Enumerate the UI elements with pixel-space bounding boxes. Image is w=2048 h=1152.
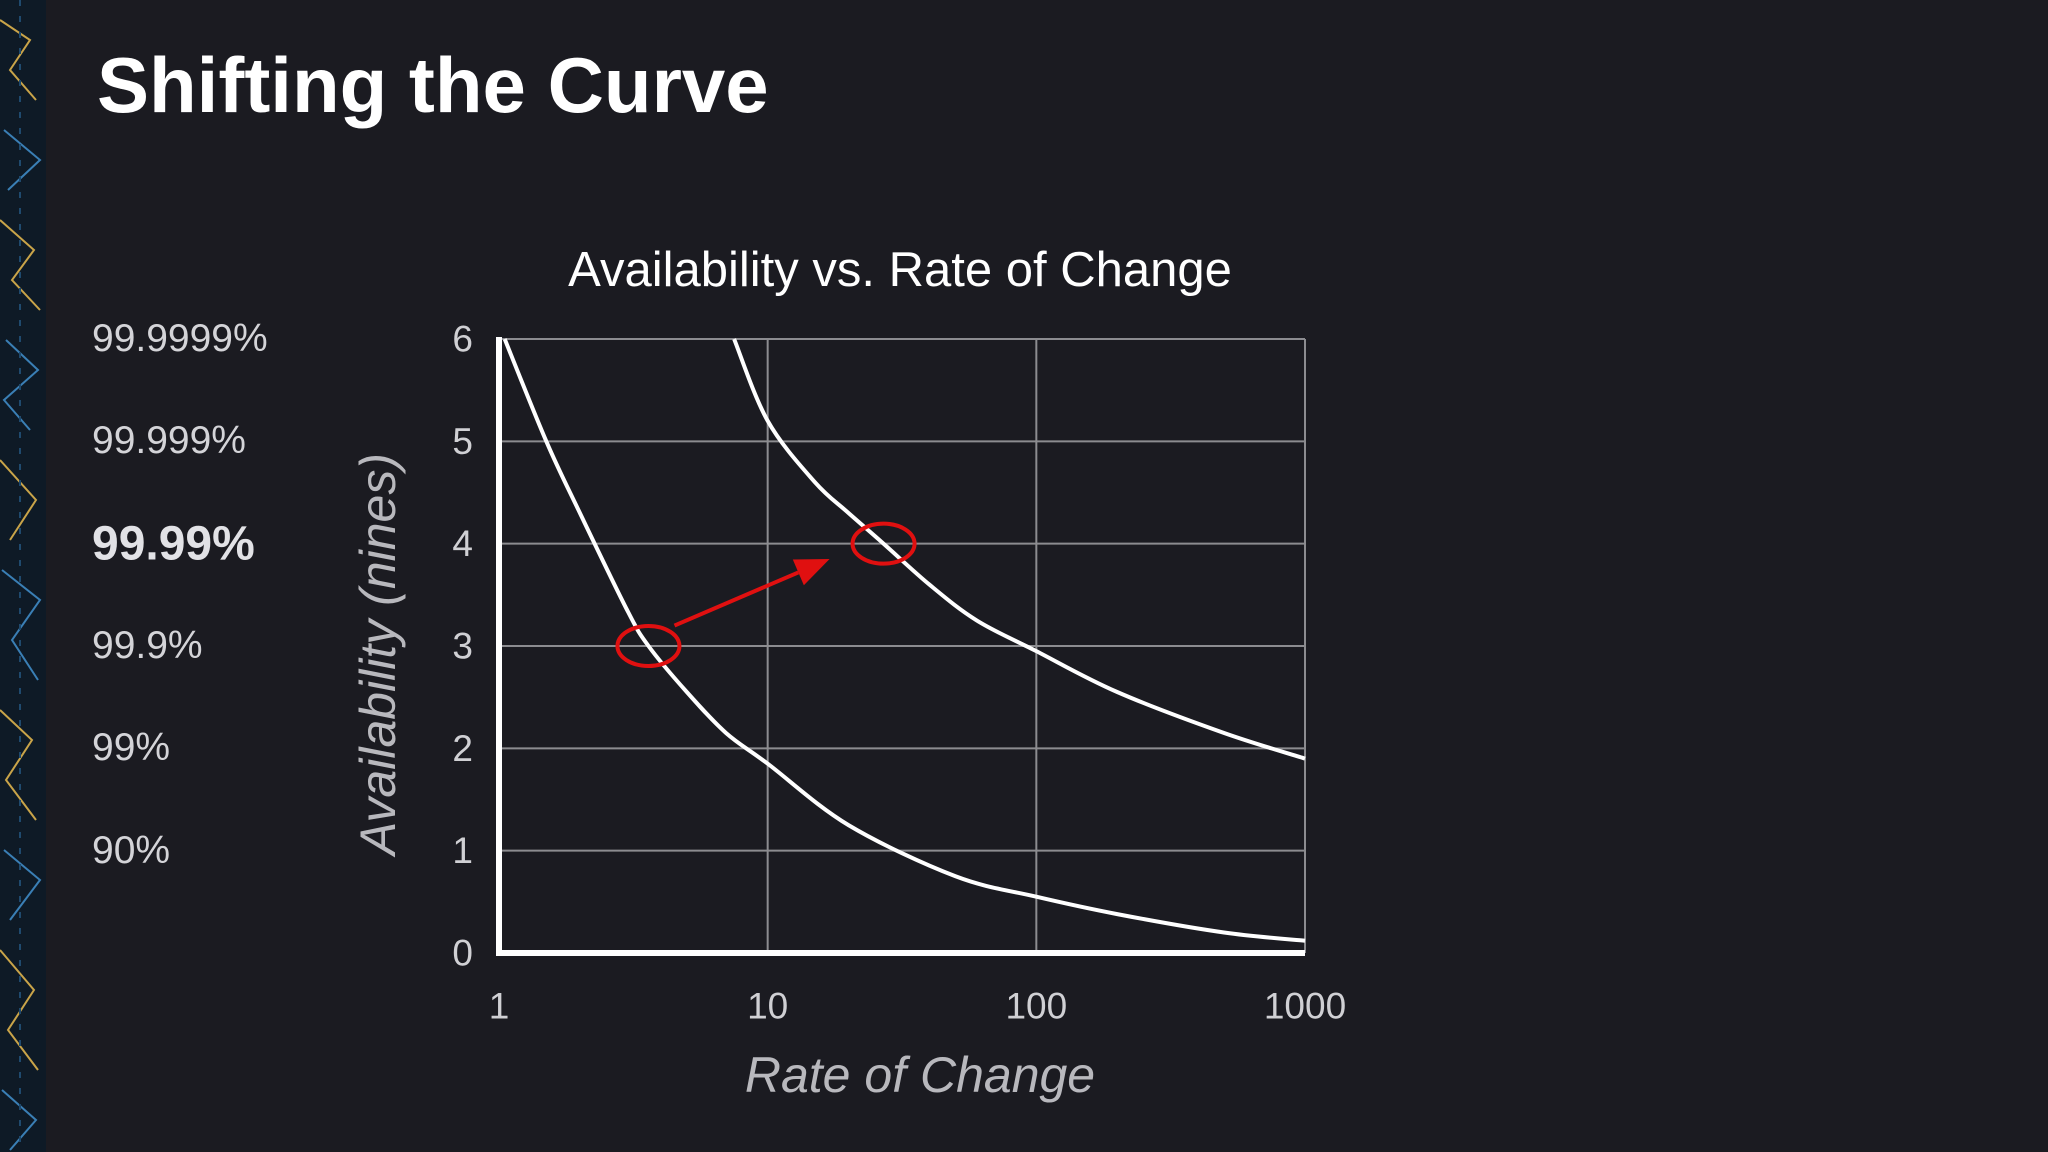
y-tick-label: 3 (452, 626, 473, 667)
y-tick-label: 1 (452, 830, 473, 871)
nines-label: 99.9999% (92, 317, 268, 360)
highlight-circle-1 (615, 624, 682, 668)
y-tick-label: 5 (452, 421, 473, 462)
nines-label: 99% (92, 726, 171, 770)
highlight-circle-2 (850, 521, 917, 566)
nines-label: 90% (92, 828, 171, 872)
y-tick-label: 2 (452, 728, 473, 769)
decorative-circuit-strip (0, 0, 46, 1152)
series-curve-2 (732, 338, 1306, 761)
nines-label: 99.99% (92, 517, 255, 571)
shift-arrow-shaft (673, 570, 800, 628)
x-tick-label: 1000 (1264, 986, 1346, 1027)
x-axis-label: Rate of Change (744, 1047, 1096, 1103)
y-tick-label: 6 (452, 319, 473, 360)
nines-label: 99.999% (92, 419, 246, 463)
y-tick-label: 4 (452, 523, 473, 564)
nines-percentage-list: 99.9999% 99.999% 99.99% 99.9% 99% 90% (92, 0, 352, 1152)
y-tick-label: 0 (452, 933, 473, 974)
circuit-pattern-icon (0, 0, 46, 1152)
chart-title: Availability vs. Rate of Change (568, 243, 1232, 297)
x-tick-label: 10 (747, 986, 788, 1027)
x-tick-label: 1 (489, 986, 510, 1027)
shift-arrow-head (792, 559, 830, 586)
x-tick-label: 100 (1005, 986, 1067, 1027)
slide-title: Shifting the Curve (97, 41, 769, 129)
nines-label: 99.9% (92, 624, 203, 667)
series-curve-1 (502, 338, 1306, 943)
